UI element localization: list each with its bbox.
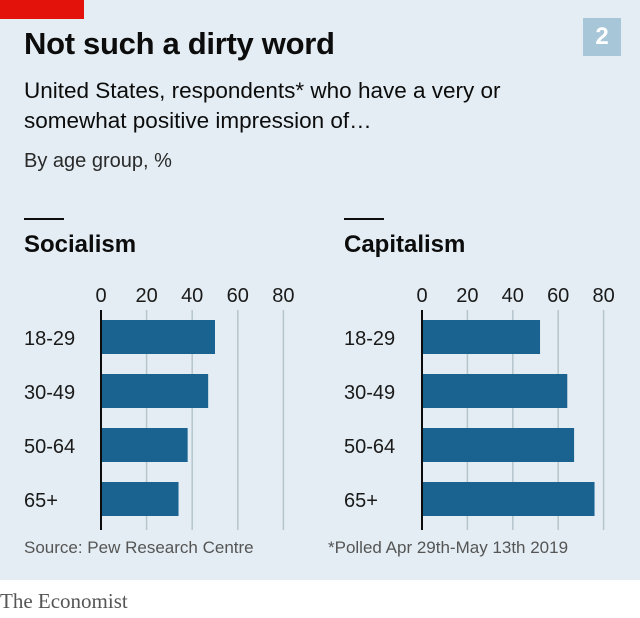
socialism-category-label: 30-49 [24,382,75,404]
chart-title: Not such a dirty word [24,26,335,61]
socialism-tick-label: 40 [181,285,203,307]
chart-subtitle: United States, respondents* who have a v… [24,78,501,133]
socialism-bar [101,320,215,354]
capitalism-tick-label: 0 [416,285,427,307]
socialism-panel-title: Socialism [24,231,136,258]
socialism-tick-label: 60 [227,285,249,307]
capitalism-bar [422,428,575,462]
brand-red-tag [0,0,84,19]
socialism-bar [101,482,179,516]
capitalism-bar [422,374,568,408]
socialism-title-rule [24,218,64,220]
source-note: Source: Pew Research Centre [24,538,254,557]
unit-label: By age group, % [24,150,172,172]
socialism-category-label: 50-64 [24,436,75,458]
capitalism-title-rule [344,218,384,220]
capitalism-category-label: 65+ [344,490,378,512]
socialism-category-label: 65+ [24,490,58,512]
socialism-tick-label: 0 [95,285,106,307]
capitalism-tick-label: 80 [592,285,614,307]
socialism-category-label: 18-29 [24,328,75,350]
capitalism-tick-label: 20 [456,285,478,307]
capitalism-category-label: 18-29 [344,328,395,350]
capitalism-tick-label: 60 [547,285,569,307]
capitalism-panel-title: Capitalism [344,231,465,258]
capitalism-category-label: 30-49 [344,382,395,404]
socialism-tick-label: 80 [272,285,294,307]
capitalism-bar [422,320,541,354]
capitalism-bar [422,482,595,516]
capitalism-tick-label: 40 [502,285,524,307]
chart-number-badge: 2 [583,18,621,56]
capitalism-category-label: 50-64 [344,436,395,458]
chart-card: Not such a dirty word 2 United States, r… [0,0,640,580]
publisher-logo: The Economist [0,589,128,613]
bar-charts: Socialism 0 20 40 60 80 18-29 30-49 50-64 65+ Capi… [24,218,615,530]
socialism-bar [101,374,209,408]
socialism-bar [101,428,188,462]
poll-footnote: *Polled Apr 29th-May 13th 2019 [328,538,569,557]
socialism-tick-label: 20 [135,285,157,307]
